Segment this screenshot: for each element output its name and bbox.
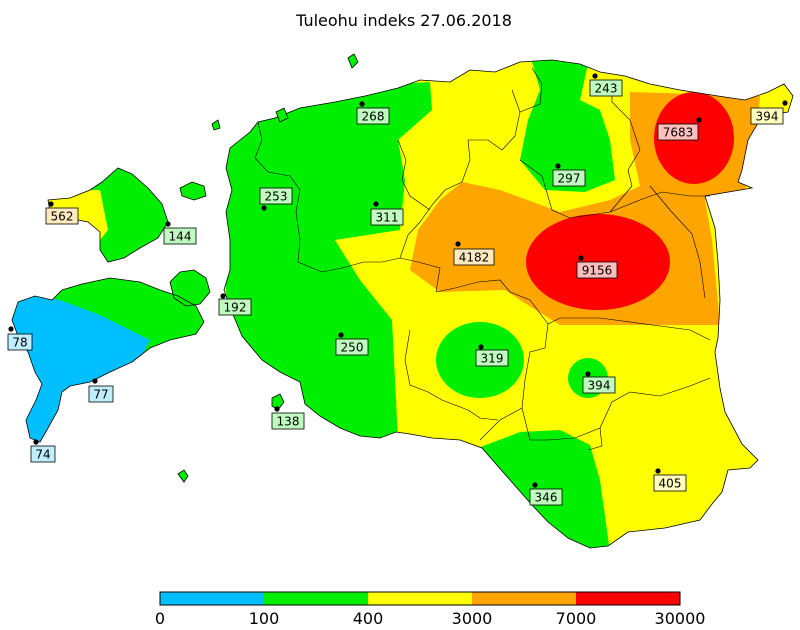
station-marker (92, 378, 98, 384)
station-value: 268 (362, 110, 385, 124)
station-value: 77 (93, 388, 108, 402)
station-label-box (88, 385, 114, 403)
station-label-box (259, 187, 293, 205)
station-value: 253 (265, 190, 288, 204)
station-marker (555, 163, 561, 169)
station-value: 562 (51, 210, 74, 224)
station-marker (274, 406, 280, 412)
colorbar-segment (160, 592, 264, 605)
station-label-box (30, 445, 56, 463)
station-marker (478, 344, 484, 350)
station-marker (338, 332, 344, 338)
colorbar-tick-label: 0 (154, 609, 166, 628)
station-marker (33, 439, 39, 445)
station-value: 192 (224, 301, 247, 315)
station-label-box (271, 412, 305, 430)
station-marker (585, 371, 591, 377)
station-value: 138 (277, 415, 300, 429)
station-label-box (529, 488, 563, 506)
station-label-box (453, 248, 495, 266)
station-value: 74 (35, 448, 50, 462)
station-label-box (163, 227, 197, 245)
colorbar-tick-label: 400 (352, 609, 384, 628)
station-marker (455, 241, 461, 247)
station-value: 144 (169, 230, 192, 244)
station-marker (782, 100, 788, 106)
coastlines (11, 59, 794, 549)
colorbar-tick-label: 3000 (451, 609, 493, 628)
station-value: 319 (481, 352, 504, 366)
station-marker (359, 101, 365, 107)
station-label-box (576, 261, 618, 279)
station-value: 297 (558, 172, 581, 186)
county-borders (254, 67, 711, 451)
station-marker (655, 468, 661, 474)
station-label-box (657, 123, 699, 141)
station-value: 250 (341, 341, 364, 355)
station-label-box (218, 298, 252, 316)
station-label-box (45, 207, 79, 225)
station-label-box (356, 107, 390, 125)
station-value: 243 (595, 82, 618, 96)
station-label-box (335, 338, 369, 356)
station-label-box (582, 376, 616, 394)
stations-layer: 268 243 394 7683 253 311 297 562 144 4182 9156 192 7… (7, 73, 788, 506)
station-value: 311 (376, 211, 399, 225)
colorbar-tick-label: 7000 (555, 609, 597, 628)
station-value: 405 (659, 477, 682, 491)
colorbar (159, 591, 681, 606)
colorbar-segment (576, 592, 680, 605)
station-value: 4182 (459, 251, 490, 265)
colorbar-frame (159, 591, 681, 606)
station-marker (696, 117, 702, 123)
station-marker (373, 201, 379, 207)
colorbar-segment (472, 592, 576, 605)
station-label-box (7, 333, 33, 351)
station-marker (8, 326, 14, 332)
colorbar-tick-label: 30000 (654, 609, 706, 628)
station-marker (578, 255, 584, 261)
station-label-box (475, 349, 509, 367)
station-value: 394 (588, 379, 611, 393)
station-marker (532, 482, 538, 488)
islets (177, 53, 359, 483)
colorbar-segment (368, 592, 472, 605)
station-value: 7683 (663, 126, 694, 140)
station-marker (48, 201, 54, 207)
colorbar-tick-label: 100 (248, 609, 280, 628)
station-label-box (653, 474, 687, 492)
station-marker (220, 293, 226, 299)
station-marker (261, 205, 267, 211)
station-label-box (750, 107, 784, 125)
station-value: 346 (535, 491, 558, 505)
station-marker (592, 73, 598, 79)
station-label-box (589, 79, 623, 97)
colorbar-segment (264, 592, 368, 605)
station-value: 394 (756, 110, 779, 124)
station-label-box (370, 208, 404, 226)
map-title: Tuleohu indeks 27.06.2018 (296, 11, 512, 30)
station-value: 9156 (582, 264, 613, 278)
station-marker (165, 221, 171, 227)
station-label-box (552, 169, 586, 187)
station-value: 78 (12, 336, 27, 350)
